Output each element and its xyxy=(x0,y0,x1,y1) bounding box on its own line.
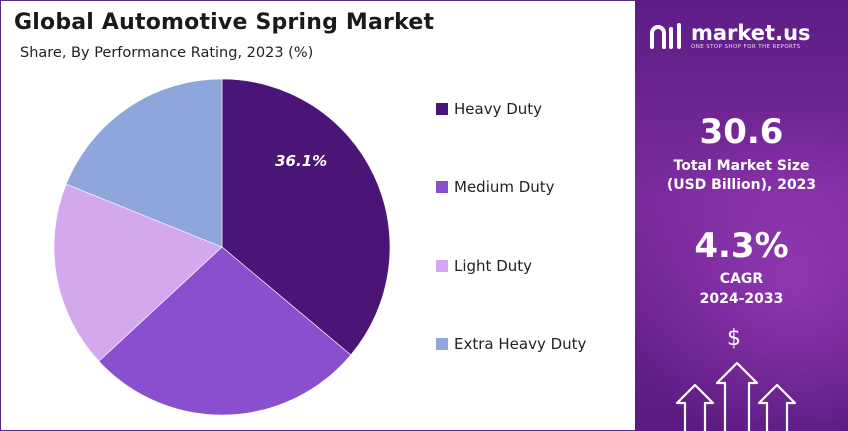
legend-swatch xyxy=(436,338,448,350)
growth-arrows-icon xyxy=(675,361,797,431)
brand-name: market.us xyxy=(691,21,811,45)
chart-subtitle: Share, By Performance Rating, 2023 (%) xyxy=(20,45,314,61)
brand-logo-icon xyxy=(650,23,681,49)
brand-tagline: ONE STOP SHOP FOR THE REPORTS xyxy=(691,44,801,50)
legend-label: Extra Heavy Duty xyxy=(454,335,587,353)
pie-slice-light-duty xyxy=(53,183,223,362)
dollar-icon: $ xyxy=(727,326,741,351)
legend-swatch xyxy=(436,181,448,193)
pie-slice-extra-heavy-duty xyxy=(65,78,223,248)
market-size-value: 30.6 xyxy=(699,112,784,152)
brand-logo: market.us ONE STOP SHOP FOR THE REPORTS xyxy=(649,22,811,50)
pie-data-label: 36.1% xyxy=(275,152,327,170)
legend-item-light-duty: Light Duty xyxy=(436,257,532,275)
pie-chart: 36.1% xyxy=(53,78,391,416)
cagr-label-1: CAGR xyxy=(719,271,764,287)
legend-swatch xyxy=(436,103,448,115)
legend-swatch xyxy=(436,260,448,272)
pie-slice-heavy-duty xyxy=(221,78,391,356)
legend-label: Light Duty xyxy=(454,257,533,275)
market-size-label-1: Total Market Size xyxy=(673,158,810,174)
pie-slice-medium-duty xyxy=(98,246,352,416)
legend-item-extra-heavy-duty: Extra Heavy Duty xyxy=(436,335,586,353)
market-size-label-2: (USD Billion), 2023 xyxy=(666,177,817,193)
cagr-label-2: 2024-2033 xyxy=(699,291,784,307)
cagr-value: 4.3% xyxy=(694,226,789,266)
legend-label: Heavy Duty xyxy=(454,100,543,118)
legend-item-heavy-duty: Heavy Duty xyxy=(436,100,542,118)
summary-panel: market.us ONE STOP SHOP FOR THE REPORTS … xyxy=(635,0,848,431)
legend-item-medium-duty: Medium Duty xyxy=(436,178,555,196)
legend-label: Medium Duty xyxy=(454,178,555,196)
chart-title: Global Automotive Spring Market xyxy=(14,10,435,35)
